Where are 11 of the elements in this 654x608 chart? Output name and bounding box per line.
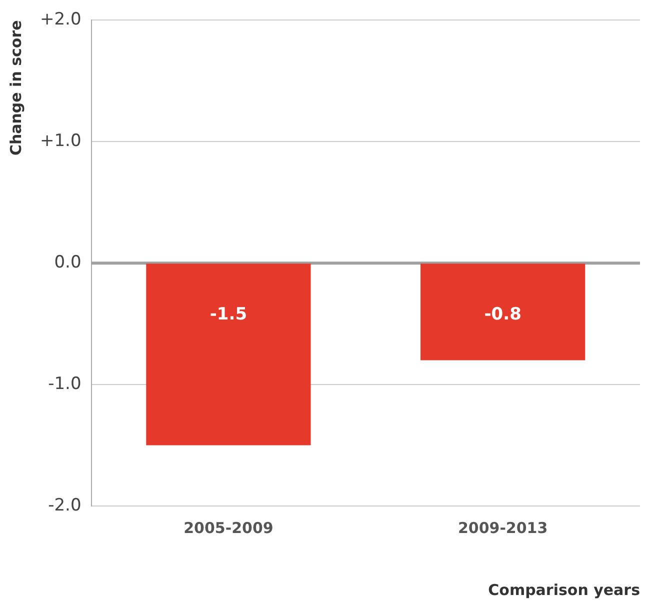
y-tick-label: -1.0 bbox=[48, 374, 82, 394]
y-axis-title: Change in score bbox=[6, 20, 25, 156]
y-tick-label: +1.0 bbox=[40, 131, 82, 152]
data-label: -1.5 bbox=[210, 304, 248, 325]
y-tick-label: 0.0 bbox=[54, 252, 82, 273]
y-tick-label: -2.0 bbox=[48, 495, 82, 516]
data-label: -0.8 bbox=[484, 304, 522, 325]
y-tick-label: +2.0 bbox=[40, 10, 82, 30]
x-tick-label: 2009-2013 bbox=[458, 518, 548, 537]
x-axis-title: Comparison years bbox=[488, 580, 640, 599]
x-tick-label: 2005-2009 bbox=[184, 518, 274, 537]
